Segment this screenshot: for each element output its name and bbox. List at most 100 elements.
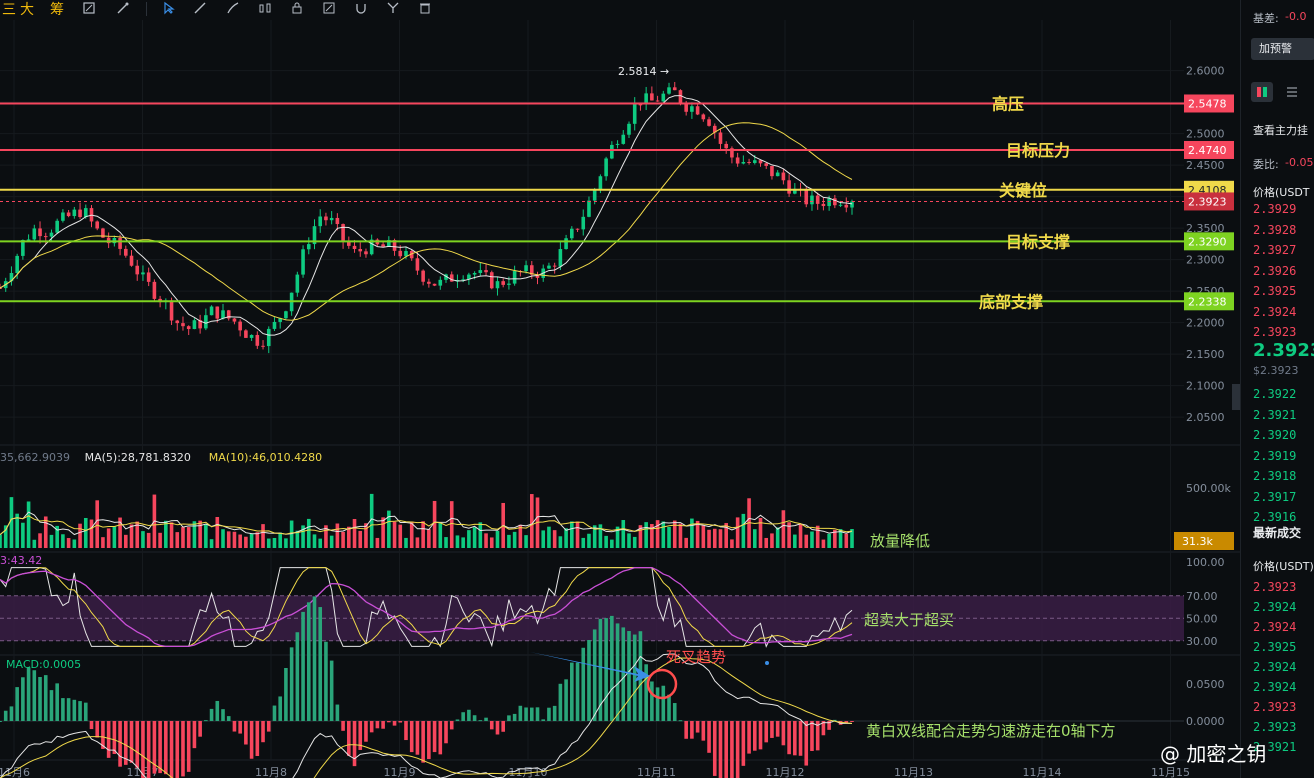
add-alert-button[interactable]: 加预警 <box>1251 38 1314 60</box>
level-price-label: 2.3290 <box>1188 235 1227 248</box>
ask-price[interactable]: 2.3925 <box>1253 284 1297 298</box>
volume-bar <box>123 534 128 548</box>
bid-price[interactable]: 2.3916 <box>1253 510 1297 524</box>
candle-body <box>712 125 717 133</box>
volume-bar <box>244 536 248 548</box>
trades-title[interactable]: 最新成交 <box>1253 526 1302 540</box>
candle-body <box>581 216 586 230</box>
ask-price[interactable]: 2.3923 <box>1253 325 1297 339</box>
ask-price[interactable]: 2.3929 <box>1253 202 1297 216</box>
ruler-icon[interactable] <box>193 1 207 15</box>
candle-body <box>215 306 220 319</box>
ask-price[interactable]: 2.3924 <box>1253 304 1297 319</box>
candle-body <box>650 93 654 101</box>
volume-bar <box>95 500 100 548</box>
macd-bar <box>421 721 425 763</box>
macd-bar <box>409 721 414 753</box>
macd-bar <box>541 719 546 721</box>
candle-body <box>467 274 471 280</box>
volume-bar <box>141 531 145 548</box>
rsi-tick-label: 30.00 <box>1186 635 1218 648</box>
fork-icon[interactable] <box>386 1 400 15</box>
bid-price[interactable]: 2.3920 <box>1253 428 1297 442</box>
ask-price[interactable]: 2.3928 <box>1253 222 1297 237</box>
macd-bar <box>301 611 305 721</box>
volume-bar <box>392 521 397 548</box>
rsi-slow-line <box>0 566 853 648</box>
brush-icon[interactable] <box>226 1 240 15</box>
cursor-icon[interactable] <box>162 1 176 15</box>
candle-body <box>804 189 809 205</box>
candle-body <box>718 132 723 144</box>
bid-price[interactable]: 2.3917 <box>1253 489 1297 504</box>
candle-body <box>821 203 826 207</box>
candle-body <box>324 216 328 221</box>
magnet-icon[interactable] <box>354 1 368 15</box>
magic-tool-icon[interactable] <box>116 1 130 15</box>
volume-bar <box>575 521 580 548</box>
macd-bar <box>387 721 391 723</box>
macd-bar <box>810 721 814 752</box>
volume-bar <box>289 520 294 548</box>
annotation-arrow <box>530 652 650 682</box>
macd-bar <box>695 721 700 733</box>
candle-body <box>741 161 746 164</box>
macd-bar <box>650 681 654 721</box>
trading-chart[interactable]: 2.60002.55002.50002.45002.40002.35002.30… <box>0 0 1240 778</box>
macd-bar <box>661 685 666 721</box>
toolbar-item-chips[interactable]: 筹 <box>50 2 64 18</box>
macd-bar <box>204 720 208 722</box>
candle-body <box>83 208 88 218</box>
volume-bar <box>404 537 408 548</box>
toolbar-item-3[interactable]: 三 <box>2 2 16 18</box>
watermark: @ 加密之钥 <box>1160 742 1267 766</box>
trades-price-header: 价格(USDT) <box>1253 560 1314 573</box>
volume-bar <box>804 534 809 548</box>
bid-price[interactable]: 2.3918 <box>1253 469 1297 483</box>
volume-bar <box>249 533 254 548</box>
macd-bar <box>821 721 826 736</box>
bid-price[interactable]: 2.3921 <box>1253 407 1297 422</box>
macd-bar <box>690 721 694 739</box>
candles-icon[interactable] <box>258 1 272 15</box>
macd-bar <box>404 721 408 741</box>
candle-body <box>484 270 488 273</box>
candle-body <box>793 188 797 194</box>
x-axis-label: 11月10 <box>509 766 548 778</box>
volume-bar <box>324 525 328 548</box>
trash-icon[interactable] <box>418 1 432 15</box>
x-axis-label: 11月6 <box>0 766 30 778</box>
bid-price[interactable]: 2.3922 <box>1253 387 1297 401</box>
volume-bar <box>558 536 563 548</box>
toolbar-item-big[interactable]: 大 <box>20 2 34 18</box>
orderbook-both-tab[interactable] <box>1251 82 1273 102</box>
candle-body <box>547 265 551 269</box>
note-icon[interactable] <box>322 1 336 15</box>
level-name-label: 关键位 <box>999 181 1047 200</box>
volume-bar <box>221 529 225 548</box>
main-order-label[interactable]: 查看主力挂 <box>1253 124 1308 137</box>
macd-bar <box>284 667 288 721</box>
candle-body <box>272 321 277 329</box>
candle-body <box>850 201 854 208</box>
bid-price[interactable]: 2.3919 <box>1253 448 1297 463</box>
ask-price[interactable]: 2.3927 <box>1253 243 1297 257</box>
edit-icon[interactable] <box>82 1 96 15</box>
panel-collapse-handle[interactable] <box>1232 384 1240 410</box>
lock-icon[interactable] <box>290 1 304 15</box>
macd-bar <box>564 679 568 721</box>
candle-body <box>661 93 666 102</box>
candle-body <box>764 163 769 166</box>
candle-body <box>615 143 620 145</box>
candle-body <box>827 198 831 207</box>
volume-bar <box>158 532 162 548</box>
macd-bar <box>347 721 351 756</box>
macd-bar <box>701 721 706 741</box>
ask-price[interactable]: 2.3926 <box>1253 263 1297 278</box>
volume-bar <box>83 517 88 548</box>
volume-bar <box>61 534 65 548</box>
candle-body <box>592 189 597 201</box>
orderbook-list-tab[interactable] <box>1281 82 1303 102</box>
death-cross-circle <box>646 668 678 700</box>
candle-body <box>610 144 614 159</box>
